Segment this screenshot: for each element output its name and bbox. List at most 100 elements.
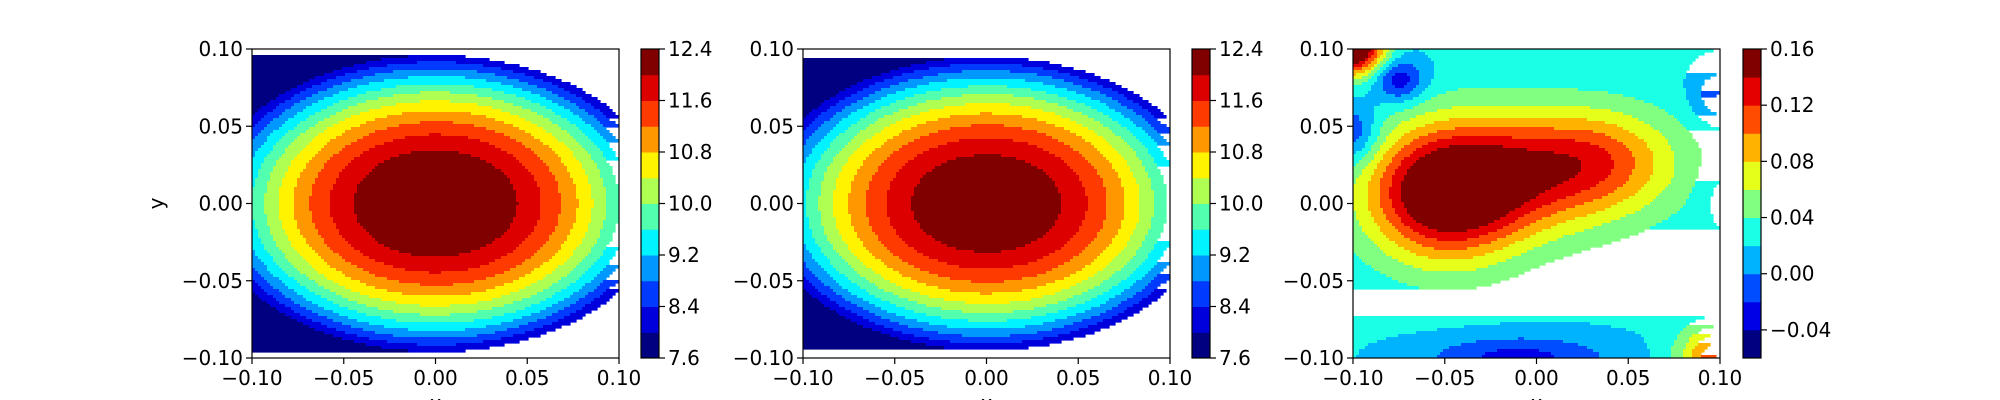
contour-band-cell: [1386, 166, 1399, 170]
contour-band-cell: [1100, 313, 1119, 317]
contour-band-cell: [252, 247, 265, 251]
contour-band-cell: [866, 205, 888, 209]
contour-band-cell: [1061, 247, 1086, 251]
contour-band-cell: [255, 292, 268, 296]
contour-band-cell: [1539, 349, 1594, 353]
contour-band-cell: [1668, 217, 1714, 221]
contour-band-cell: [270, 100, 286, 104]
contour-band-cell: [369, 109, 502, 113]
contour-band-cell: [1689, 100, 1705, 104]
contour-band-cell: [860, 274, 882, 278]
contour-band-cell: [959, 139, 1014, 143]
contour-band-cell: [333, 280, 361, 284]
contour-band-cell: [1127, 97, 1143, 101]
contour-band-cell: [1419, 94, 1438, 98]
contour-band-cell: [1503, 247, 1534, 251]
contour-band-cell: [252, 85, 298, 89]
contour-band-cell: [1115, 295, 1134, 299]
contour-band-cell: [318, 271, 343, 275]
contour-band-cell: [1599, 145, 1627, 149]
contour-band-cell: [294, 211, 313, 215]
contour-band-cell: [1049, 253, 1080, 257]
contour-band-cell: [558, 94, 577, 98]
contour-band-cell: [1692, 190, 1714, 194]
contour-band-cell: [525, 73, 547, 77]
contour-band-cell: [1368, 187, 1381, 191]
contour-band-cell: [1353, 331, 1417, 335]
contour-band-cell: [878, 169, 900, 173]
contour-band-cell: [576, 310, 592, 314]
contour-band-cell: [1362, 130, 1372, 134]
contour-band-cell: [576, 214, 592, 218]
contour-band-cell: [1139, 193, 1155, 197]
contour-band-cell: [336, 223, 361, 227]
contour-band-cell: [1653, 172, 1675, 176]
contour-band-cell: [1058, 103, 1086, 107]
contour-band-cell: [1091, 97, 1113, 101]
contour-band-cell: [558, 154, 574, 158]
contour-band-cell: [1353, 319, 1696, 323]
contour-band-cell: [1067, 106, 1092, 110]
contour-band-cell: [1097, 232, 1119, 236]
contour-band-cell: [1692, 355, 1702, 358]
contour-band-cell: [1371, 178, 1381, 182]
contour-band-cell: [827, 148, 843, 152]
contour-band-cell: [324, 307, 349, 311]
contour-band-cell: [561, 115, 580, 119]
contour-band-cell: [267, 154, 283, 158]
contour-band-cell: [1383, 175, 1393, 179]
contour-band-cell: [812, 229, 825, 233]
contour-band-cell: [567, 118, 583, 122]
contour-band-cell: [1076, 133, 1098, 137]
contour-band-cell: [402, 292, 472, 296]
contour-band-cell: [486, 115, 520, 119]
contour-band-cell: [606, 202, 619, 206]
contour-band-cell: [1139, 157, 1155, 161]
contour-band-cell: [806, 160, 819, 164]
contour-band-cell: [1353, 154, 1366, 158]
contour-band-cell: [576, 139, 592, 143]
y-tick-label: 0.05: [198, 114, 243, 138]
contour-band-cell: [809, 181, 822, 185]
contour-band-cell: [881, 274, 903, 278]
contour-band-cell: [1605, 121, 1645, 125]
contour-band-cell: [1419, 73, 1435, 77]
contour-band-cell: [1094, 130, 1113, 134]
contour-band-cell: [270, 283, 286, 287]
contour-band-cell: [516, 94, 541, 98]
contour-band-cell: [525, 166, 550, 170]
contour-band-cell: [537, 250, 559, 254]
contour-band-cell: [1641, 187, 1666, 191]
contour-band-cell: [1404, 247, 1435, 251]
contour-band-cell: [917, 85, 969, 89]
contour-band-cell: [821, 223, 837, 227]
contour-band-cell: [1380, 205, 1393, 209]
contour-band-cell: [1671, 148, 1702, 152]
contour-band-cell: [950, 127, 1023, 131]
contour-band-cell: [1088, 244, 1110, 248]
contour-band-cell: [929, 67, 1044, 71]
contour-band-cell: [1353, 214, 1357, 218]
contour-band-cell: [1362, 226, 1381, 230]
contour-band-cell: [1121, 250, 1137, 254]
contour-band-cell: [1368, 163, 1378, 167]
contour-band-cell: [938, 118, 1038, 122]
contour-band-cell: [1374, 157, 1384, 161]
contour-band-cell: [330, 196, 355, 200]
contour-band-cell: [270, 151, 286, 155]
contour-band-cell: [1581, 169, 1612, 173]
contour-band-cell: [842, 118, 861, 122]
contour-band-cell: [582, 241, 598, 245]
contour-band-cell: [291, 142, 310, 146]
contour-band-cell: [1082, 184, 1104, 188]
contour-band-cell: [408, 328, 466, 332]
contour-band-cell: [851, 94, 870, 98]
contour-band-cell: [1061, 202, 1089, 206]
contour-band-cell: [276, 97, 292, 101]
contour-band-cell: [267, 292, 283, 296]
contour-band-cell: [558, 187, 577, 191]
contour-band-cell: [1139, 196, 1155, 200]
contour-band-cell: [914, 214, 1059, 218]
contour-band-cell: [914, 187, 1059, 191]
contour-band-cell: [1359, 118, 1375, 122]
